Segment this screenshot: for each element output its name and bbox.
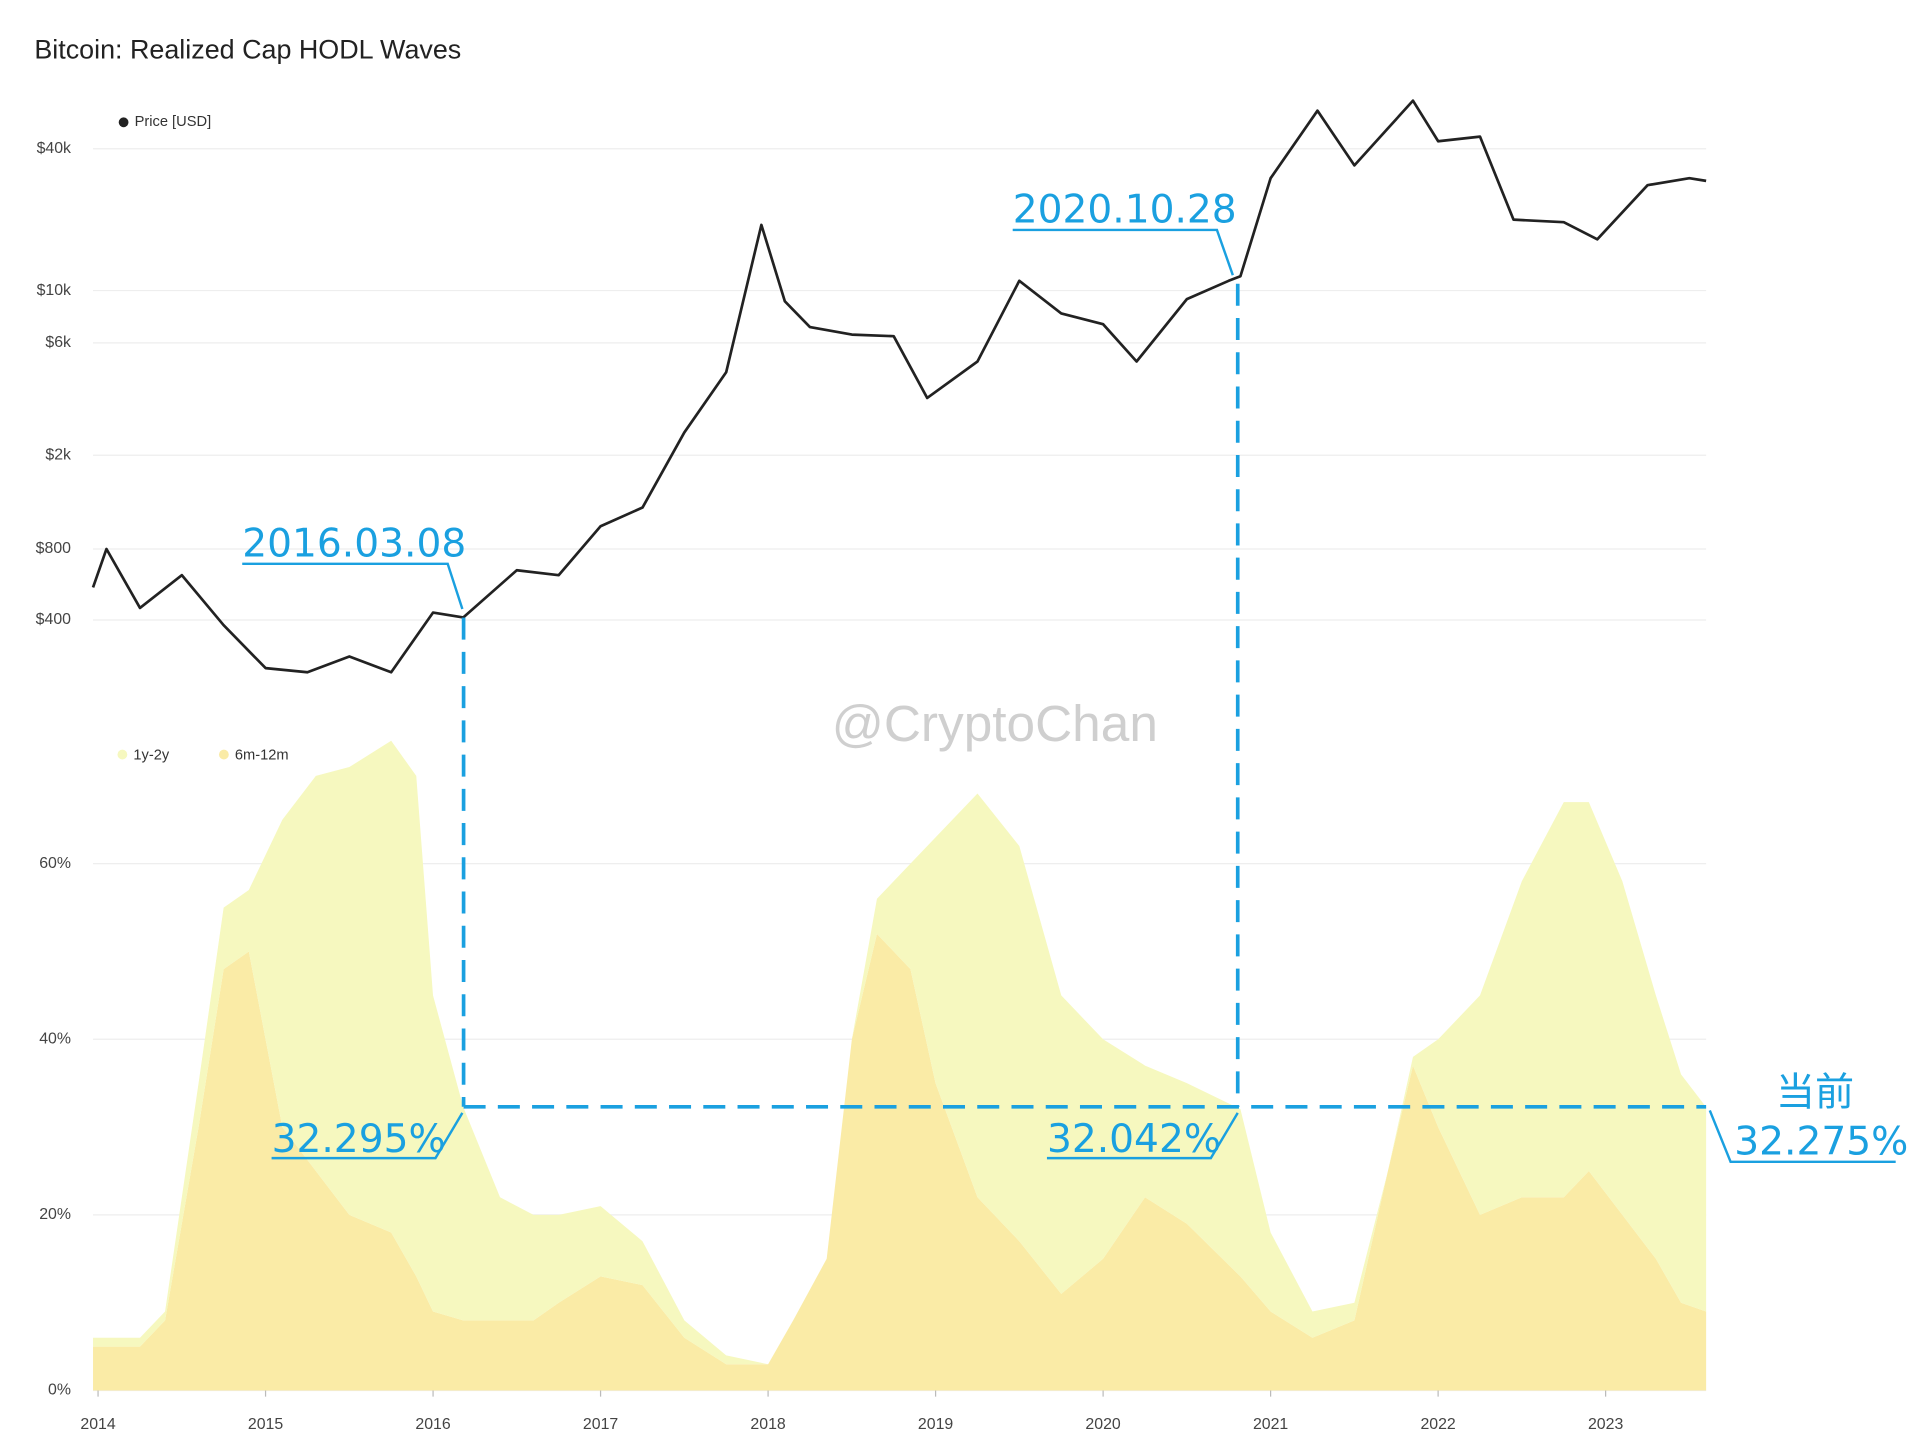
grid-layer: $400 $800 $2k $6k $10k $40k 0% 20% 40% 60% 2014 201… (36, 140, 1707, 1433)
y-tick-label: 20% (39, 1206, 71, 1223)
annotation-arrow (271, 1112, 464, 1160)
annotation: 32.295% (272, 1117, 446, 1162)
x-tick-label: 2018 (750, 1416, 785, 1433)
y-tick-label: $2k (45, 446, 71, 463)
y-tick-label: 60% (39, 855, 71, 872)
line-layer (91, 99, 1707, 674)
annotation-arrow (1046, 1112, 1239, 1160)
area-layer (93, 740, 1707, 1391)
x-tick-label: 2022 (1420, 1416, 1455, 1433)
legend-label: 6m-12m (235, 748, 289, 764)
annotation: 32.275% (1734, 1119, 1908, 1164)
annotation-arrow (242, 562, 464, 610)
x-tick-label: 2016 (415, 1416, 450, 1433)
guide-line (461, 283, 1707, 1109)
x-tick-label: 2023 (1588, 1416, 1623, 1433)
annotation-arrow (1708, 1110, 1896, 1164)
x-tick-label: 2017 (583, 1416, 618, 1433)
annotation-layer: 2016.03.08 2020.10.28 32.295% 32.042% 当前… (242, 188, 1908, 1164)
y-tick-label: $6k (45, 334, 71, 351)
annotation: 当前 (1776, 1071, 1854, 1116)
annotation-arrow (1012, 228, 1234, 276)
watermark: @CryptoChan (832, 695, 1158, 752)
legend-label: Price [USD] (135, 114, 212, 130)
y-tick-label: 40% (39, 1030, 71, 1047)
x-tick-label: 2014 (80, 1416, 115, 1433)
annotation: 32.042% (1047, 1117, 1221, 1162)
y-tick-label: 0% (48, 1382, 71, 1399)
legend-swatch (118, 117, 129, 128)
y-tick-label: $10k (37, 282, 71, 299)
x-tick-label: 2021 (1253, 1416, 1288, 1433)
y-tick-label: $40k (37, 140, 71, 157)
legend-label: 1y-2y (133, 748, 170, 764)
y-tick-label: $400 (36, 611, 71, 628)
x-tick-label: 2020 (1085, 1416, 1120, 1433)
price-line (91, 99, 1707, 674)
x-tick-label: 2019 (918, 1416, 953, 1433)
y-tick-label: $800 (36, 540, 71, 557)
chart-title: Bitcoin: Realized Cap HODL Waves (34, 34, 461, 64)
x-tick-label: 2015 (248, 1416, 283, 1433)
annotation: 2016.03.08 (242, 521, 466, 566)
area-band (93, 933, 1707, 1391)
area-band (93, 740, 1707, 1365)
legend-swatch (218, 749, 229, 760)
annotation: 2020.10.28 (1013, 188, 1237, 233)
legend-swatch (117, 749, 128, 760)
